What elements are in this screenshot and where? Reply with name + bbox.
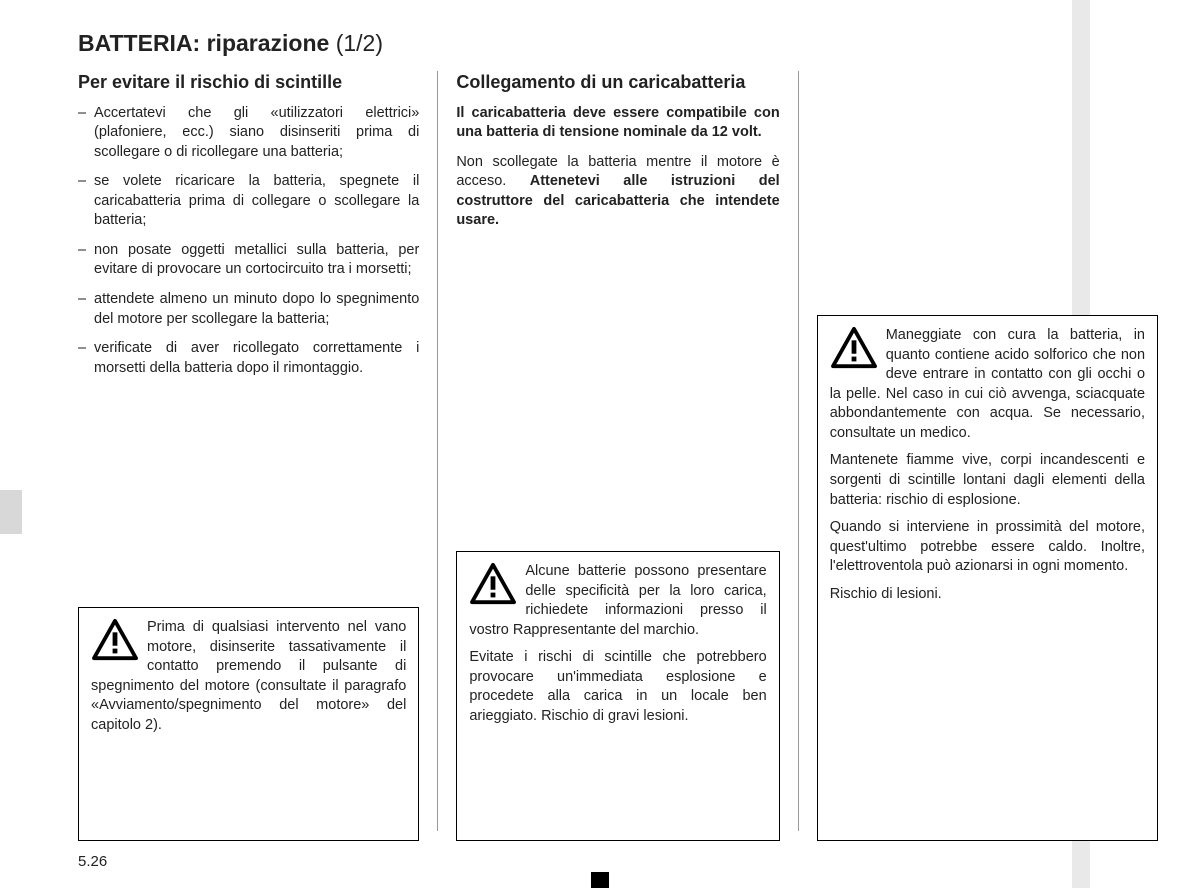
column-3: Maneggiate con cura la batteria, in quan… [799, 71, 1158, 831]
col1-heading: Per evitare il rischio di scintille [78, 71, 419, 94]
column-2: Collegamento di un caricabatteria Il car… [438, 71, 797, 831]
list-item: attendete almeno un minuto dopo lo spegn… [78, 290, 419, 329]
title-bold: BATTERIA: riparazione [78, 30, 336, 56]
col3-warning-box: Maneggiate con cura la batteria, in quan… [817, 315, 1158, 841]
list-item: Accertatevi che gli «utilizzatori elettr… [78, 104, 419, 163]
warning-text: Quando si interviene in prossimità del m… [830, 518, 1145, 577]
page-title: BATTERIA: riparazione (1/2) [78, 30, 1158, 57]
column-1: Per evitare il rischio di scintille Acce… [78, 71, 437, 831]
side-tab [0, 490, 22, 534]
col1-list: Accertatevi che gli «utilizzatori elettr… [78, 104, 419, 379]
columns: Per evitare il rischio di scintille Acce… [78, 71, 1158, 831]
page-content: BATTERIA: riparazione (1/2) Per evitare … [78, 30, 1158, 850]
col1-warning-box: Prima di qualsiasi intervento nel vano m… [78, 607, 419, 841]
col2-heading: Collegamento di un caricabatteria [456, 71, 779, 94]
title-plain: (1/2) [336, 30, 383, 56]
page-number: 5.26 [78, 853, 107, 870]
col2-warning-box: Alcune batterie possono presentare delle… [456, 551, 779, 841]
list-item: verificate di aver ricollegato correttam… [78, 339, 419, 378]
col2-p2: Non scollegate la batteria mentre il mot… [456, 153, 779, 231]
list-item: non posate oggetti metallici sulla batte… [78, 241, 419, 280]
warning-text: Mantenete fiamme vive, corpi incandescen… [830, 451, 1145, 510]
col2-p1: Il caricabatteria deve essere compatibil… [456, 104, 779, 143]
warning-text: Rischio di lesioni. [830, 585, 1145, 605]
footer-crop-mark [591, 872, 609, 888]
warning-icon [830, 326, 878, 370]
warning-icon [91, 618, 139, 662]
warning-icon [469, 562, 517, 606]
warning-text: Evitate i rischi di scintille che potreb… [469, 648, 766, 726]
list-item: se volete ricaricare la batteria, spegne… [78, 172, 419, 231]
